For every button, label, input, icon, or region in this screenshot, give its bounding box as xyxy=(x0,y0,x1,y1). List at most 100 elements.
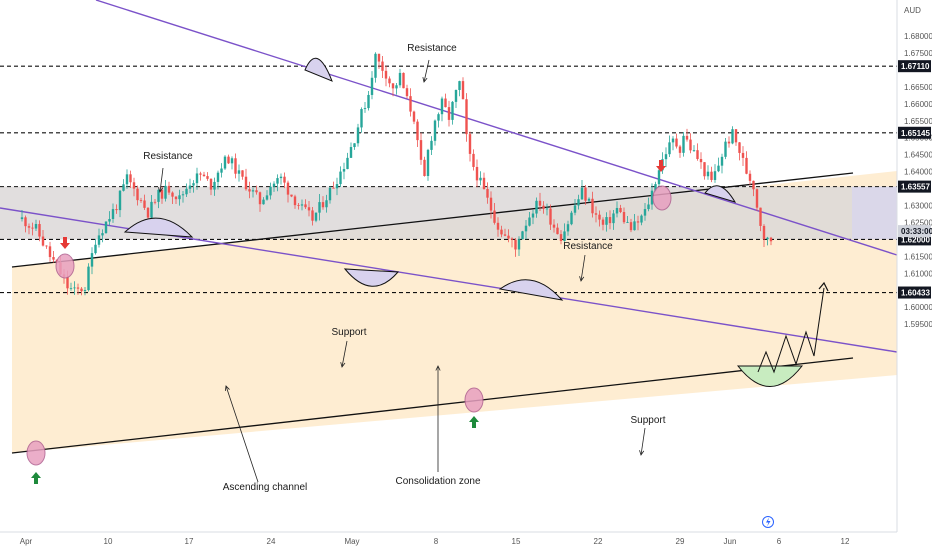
candle-body xyxy=(322,202,324,207)
candle-body xyxy=(406,88,408,96)
candle-body xyxy=(500,230,502,235)
candle-body xyxy=(210,179,212,190)
candle-body xyxy=(455,90,457,102)
candle-body xyxy=(392,83,394,88)
candle-body xyxy=(479,178,481,181)
candle-body xyxy=(227,157,229,164)
candle-body xyxy=(255,190,257,192)
candle-body xyxy=(241,170,243,176)
candle-body xyxy=(700,159,702,162)
candle-body xyxy=(689,140,691,151)
candle-body xyxy=(504,234,506,235)
candle-body xyxy=(24,217,26,226)
candle-body xyxy=(175,197,177,200)
candle-body xyxy=(150,202,152,218)
y-tick-label: 1.65500 xyxy=(904,117,932,126)
candle-body xyxy=(248,189,250,191)
candle-body xyxy=(129,174,131,182)
candle-body xyxy=(665,154,667,159)
annotation-label: Resistance xyxy=(563,241,613,252)
candle-body xyxy=(234,158,236,173)
candle-body xyxy=(738,142,740,153)
candle-body xyxy=(308,207,310,210)
currency-label: AUD xyxy=(904,6,921,15)
candle-body xyxy=(717,166,719,172)
candle-body xyxy=(262,200,264,205)
candle-body xyxy=(658,170,660,184)
candle-body xyxy=(168,186,170,193)
candle-body xyxy=(430,141,432,150)
candle-body xyxy=(220,169,222,173)
y-tick-label: 1.60000 xyxy=(904,303,932,312)
candle-body xyxy=(427,150,429,176)
candle-body xyxy=(462,81,464,99)
candle-body xyxy=(147,208,149,218)
candle-body xyxy=(52,257,54,260)
candle-body xyxy=(399,73,401,85)
candle-body xyxy=(182,194,184,195)
candle-body xyxy=(35,224,37,229)
candle-body xyxy=(276,178,278,184)
candle-body xyxy=(280,177,282,178)
candle-body xyxy=(374,54,376,78)
candle-body xyxy=(402,73,404,88)
candle-body xyxy=(549,209,551,225)
candle-body xyxy=(602,220,604,225)
candle-body xyxy=(686,136,688,140)
x-tick-label: 29 xyxy=(676,537,685,546)
y-tick-label: 1.66500 xyxy=(904,83,932,92)
candle-body xyxy=(290,195,292,197)
candle-body xyxy=(143,200,145,207)
candle-body xyxy=(378,54,380,62)
candle-body xyxy=(213,182,215,190)
candle-body xyxy=(294,196,296,205)
candle-body xyxy=(682,136,684,153)
candle-body xyxy=(668,142,670,154)
candle-body xyxy=(766,238,768,240)
candle-body xyxy=(273,184,275,187)
current-price-text: 03:33:00 xyxy=(901,227,932,236)
candle-body xyxy=(49,246,51,257)
candle-body xyxy=(413,112,415,122)
candle-body xyxy=(171,193,173,197)
candle-body xyxy=(84,290,86,291)
candle-body xyxy=(283,177,285,183)
candle-body xyxy=(493,211,495,223)
candle-body xyxy=(714,171,716,180)
candle-body xyxy=(364,108,366,109)
y-tick-label: 1.64000 xyxy=(904,168,932,177)
lightning-icon[interactable] xyxy=(763,517,774,528)
candle-body xyxy=(756,189,758,207)
candle-body xyxy=(423,160,425,176)
candle-body xyxy=(101,233,103,235)
candle-body xyxy=(731,129,733,143)
candle-body xyxy=(679,147,681,153)
candle-body xyxy=(721,157,723,166)
candle-body xyxy=(542,206,544,209)
candle-body xyxy=(742,153,744,158)
candle-body xyxy=(609,217,611,223)
candle-body xyxy=(80,289,82,291)
candle-body xyxy=(112,209,114,219)
candle-body xyxy=(581,188,583,200)
candle-body xyxy=(696,150,698,159)
candle-body xyxy=(535,201,537,214)
candle-body xyxy=(311,210,313,220)
candle-body xyxy=(353,143,355,147)
candle-body xyxy=(616,208,618,213)
candle-body xyxy=(238,170,240,173)
candle-body xyxy=(497,223,499,230)
candle-body xyxy=(626,222,628,223)
candle-body xyxy=(329,188,331,200)
candle-body xyxy=(518,239,520,249)
consolidation-zone-right xyxy=(852,187,897,240)
x-tick-label: Jun xyxy=(724,537,737,546)
candle-body xyxy=(707,172,709,177)
candle-body xyxy=(196,173,198,183)
candle-body xyxy=(336,184,338,188)
candle-body xyxy=(476,167,478,180)
candle-body xyxy=(346,158,348,169)
candle-body xyxy=(315,213,317,221)
candle-body xyxy=(532,214,534,218)
